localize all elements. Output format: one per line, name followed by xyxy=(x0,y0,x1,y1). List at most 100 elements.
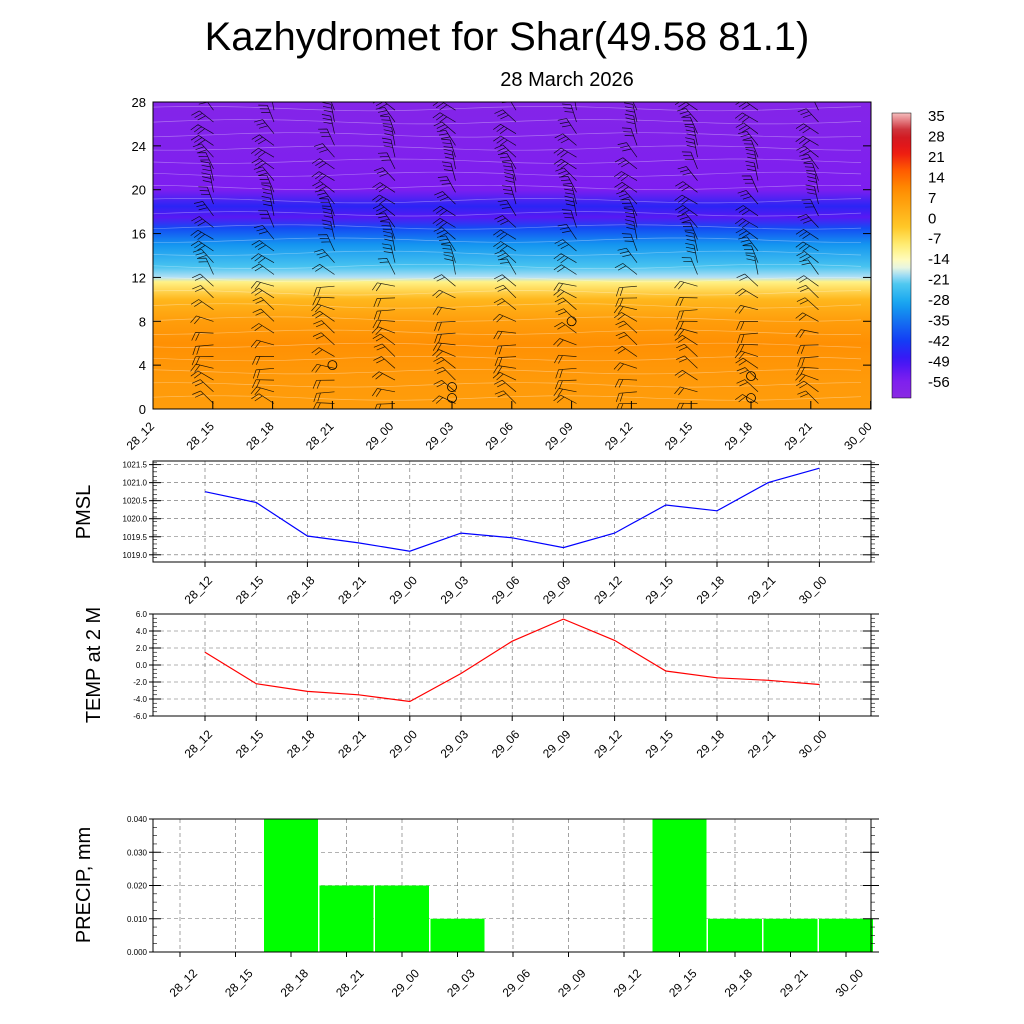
y-tick-label: 24 xyxy=(132,139,146,154)
wind-barb xyxy=(797,108,819,123)
x-tick-label: 29_12 xyxy=(611,966,645,1000)
isotherm-contour xyxy=(153,211,862,217)
isotherm-contour xyxy=(153,263,862,270)
precip-ylabel: PRECIP, mm xyxy=(73,827,95,943)
wind-barb xyxy=(555,167,577,181)
x-tick-label: 29_03 xyxy=(438,727,472,761)
wind-barb xyxy=(553,388,577,397)
precip-bar xyxy=(819,918,873,952)
wind-barb xyxy=(258,210,275,228)
x-tick-label: 28_12 xyxy=(182,573,216,607)
isotherm-contour xyxy=(153,342,862,348)
wind-barb xyxy=(674,370,698,381)
wind-barb xyxy=(614,157,638,170)
wind-barb xyxy=(318,128,335,146)
wind-barb xyxy=(153,356,154,357)
wind-barb xyxy=(674,328,698,337)
wind-barb xyxy=(677,166,698,181)
chart-title: Kazhydromet for Shar(49.58 81.1) xyxy=(205,15,810,59)
wind-barb xyxy=(193,201,214,217)
wind-barb xyxy=(191,273,214,287)
y-tick-label: 20 xyxy=(132,183,146,198)
wind-barb xyxy=(795,241,819,252)
wind-barb xyxy=(441,244,456,263)
x-tick-label: 29_21 xyxy=(745,573,779,607)
wind-barb xyxy=(502,161,517,181)
wind-barb xyxy=(675,205,698,217)
x-tick-label: 28_18 xyxy=(278,966,312,1000)
wind-barb xyxy=(382,125,396,146)
isotherm-contour xyxy=(153,106,862,112)
wind-barb xyxy=(441,161,456,181)
wind-barb xyxy=(257,175,275,193)
wind-barb xyxy=(251,393,275,404)
wind-barb xyxy=(382,230,396,252)
calm-wind-circle xyxy=(327,360,338,371)
wind-barb xyxy=(374,167,396,181)
wind-barb xyxy=(613,312,638,322)
wind-barb xyxy=(190,229,214,240)
y-tick-label: -4.0 xyxy=(133,695,147,704)
wind-barb xyxy=(615,391,638,403)
y-tick-label: 0 xyxy=(139,402,146,417)
wind-barb xyxy=(736,332,759,344)
wind-barb xyxy=(251,263,275,275)
wind-barb xyxy=(372,204,396,217)
wind-barb xyxy=(190,315,214,325)
wind-barb xyxy=(250,386,275,396)
wind-barb xyxy=(796,344,819,354)
x-tick-label: 28_18 xyxy=(243,419,277,453)
y-tick-label: 1020.5 xyxy=(123,497,148,506)
colorbar-label: -35 xyxy=(928,313,950,330)
wind-barb xyxy=(492,313,517,323)
wind-barb xyxy=(192,390,214,404)
wind-barb xyxy=(250,280,275,290)
wind-barb xyxy=(436,129,456,146)
isotherm-contour xyxy=(153,395,862,401)
x-tick-label: 29_12 xyxy=(602,419,636,453)
wind-barb xyxy=(553,338,577,347)
wind-barb xyxy=(674,335,698,346)
isotherm-contour xyxy=(153,158,862,164)
y-tick-label: 1021.0 xyxy=(123,479,148,488)
wind-barb xyxy=(261,184,275,205)
wind-barb xyxy=(433,274,456,287)
wind-barb xyxy=(321,219,335,240)
wind-barb xyxy=(190,124,214,135)
wind-barb xyxy=(434,191,456,205)
precip-bar xyxy=(652,819,707,952)
wind-barb xyxy=(321,114,335,134)
wind-barb xyxy=(191,356,214,366)
wind-barb xyxy=(676,343,698,357)
wind-barb xyxy=(493,330,517,340)
wind-barb xyxy=(153,215,154,216)
wind-barb xyxy=(253,224,275,240)
wind-barb xyxy=(613,171,638,182)
colorbar-label: -14 xyxy=(928,251,950,268)
wind-barb xyxy=(433,379,456,393)
colorbar-label: -7 xyxy=(928,231,941,248)
wind-barb xyxy=(494,390,517,404)
x-tick-label: 29_18 xyxy=(694,727,728,761)
wind-barb xyxy=(252,308,275,322)
wind-barb xyxy=(559,176,577,193)
isotherm-contour xyxy=(153,316,862,322)
temp-chart: -6.0 -4.0 -2.0 0.0 2.0 4.0 6.0 28_12 28_15 28_18… xyxy=(83,607,879,761)
wind-barb xyxy=(433,227,456,240)
x-tick-label: 28_21 xyxy=(333,966,367,1000)
wind-barb xyxy=(674,280,698,290)
wind-barb xyxy=(196,152,214,170)
wind-barb xyxy=(736,367,759,381)
wind-barb xyxy=(432,205,456,217)
x-tick-label: 28_21 xyxy=(335,573,369,607)
wind-barb xyxy=(684,231,698,252)
y-tick-label: 1020.0 xyxy=(123,515,148,524)
x-tick-label: 28_15 xyxy=(183,419,217,453)
wind-barb xyxy=(555,308,577,322)
x-tick-label: 30_00 xyxy=(833,966,867,1000)
colorbar-label: 0 xyxy=(928,210,936,227)
wind-barb xyxy=(677,107,698,123)
colorbar-label: -49 xyxy=(928,353,950,370)
wind-barb xyxy=(624,113,638,134)
wind-barb xyxy=(311,264,335,275)
